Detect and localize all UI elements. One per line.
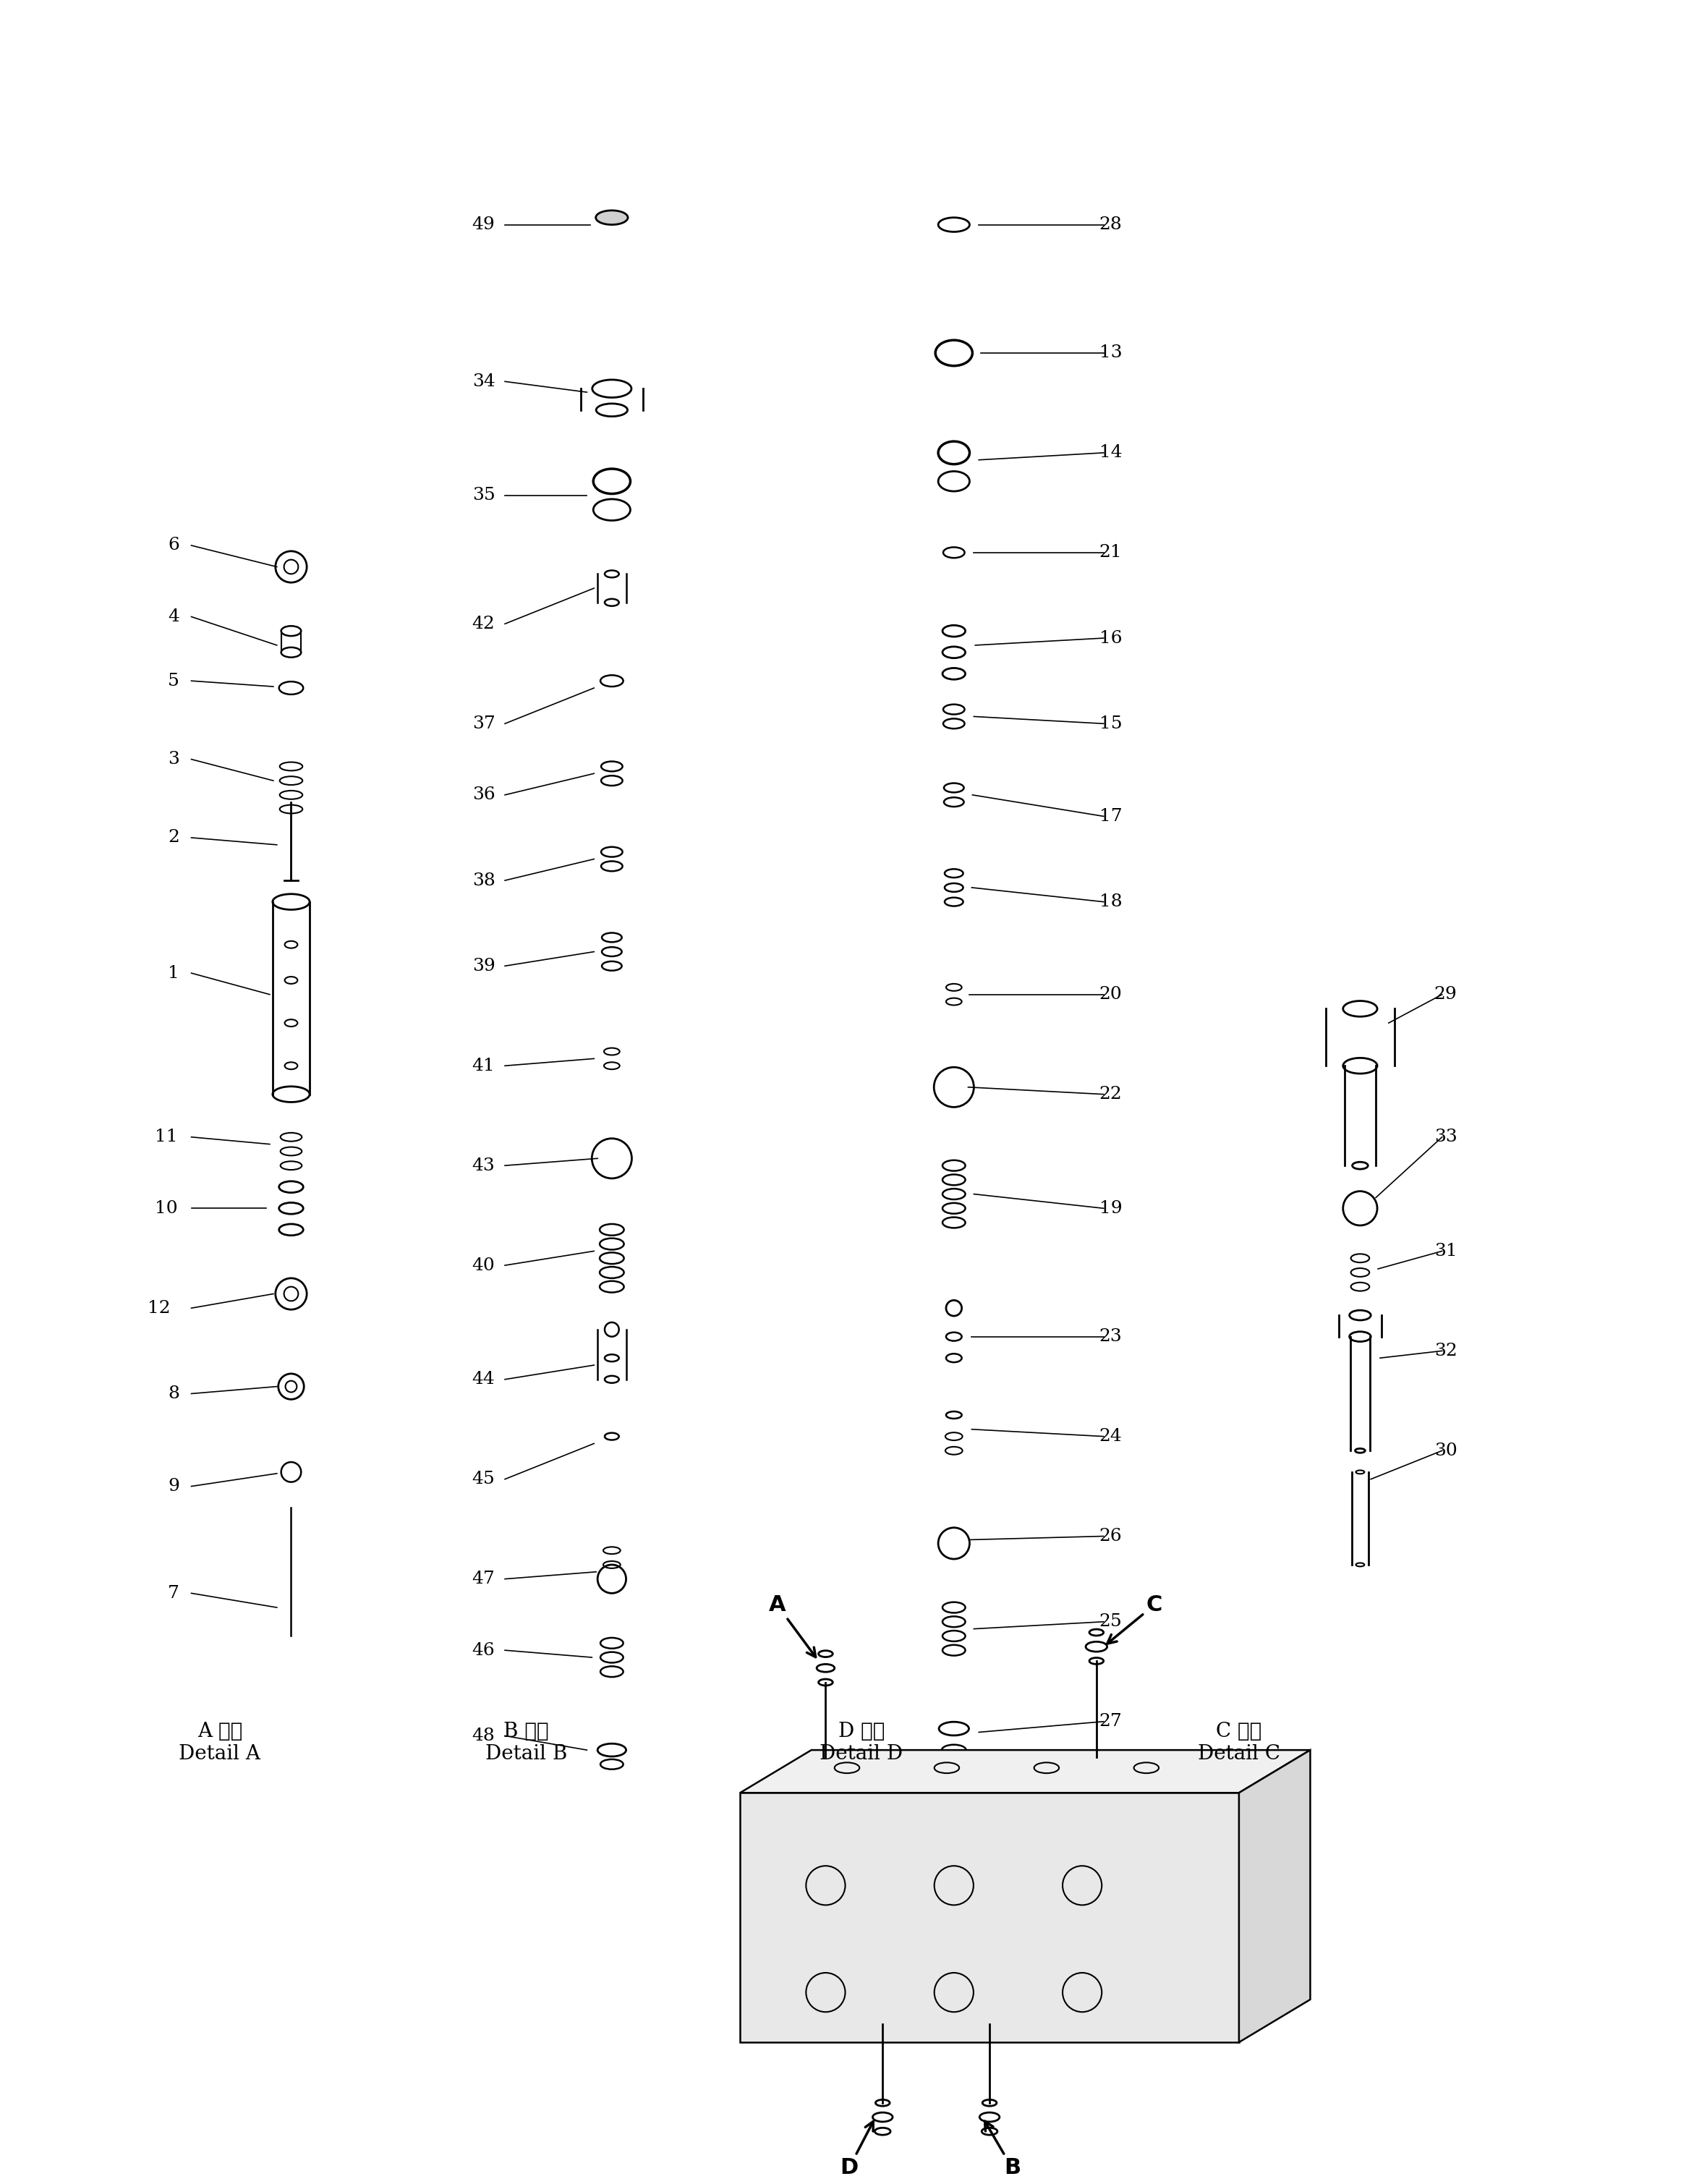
Polygon shape	[740, 1749, 1309, 1793]
Text: 47: 47	[473, 1570, 495, 1588]
Text: 42: 42	[473, 616, 495, 631]
Text: 16: 16	[1099, 629, 1121, 646]
Text: 15: 15	[1099, 716, 1121, 732]
Text: 13: 13	[1099, 345, 1121, 360]
Text: 23: 23	[1099, 1328, 1121, 1345]
Text: 26: 26	[1099, 1529, 1121, 1544]
Text: 27: 27	[1099, 1712, 1121, 1730]
Text: 9: 9	[168, 1479, 180, 1494]
Text: 36: 36	[473, 786, 495, 804]
Text: 14: 14	[1099, 446, 1121, 461]
Text: 8: 8	[168, 1385, 180, 1402]
Text: 31: 31	[1435, 1243, 1457, 1260]
Polygon shape	[740, 1793, 1238, 2042]
Text: 24: 24	[1099, 1428, 1121, 1446]
Text: 4: 4	[168, 609, 180, 625]
Text: 2: 2	[168, 830, 180, 845]
Text: 21: 21	[1099, 544, 1121, 561]
Text: 38: 38	[473, 871, 495, 889]
Text: 35: 35	[473, 487, 495, 505]
Text: 29: 29	[1435, 987, 1457, 1002]
Text: 10: 10	[154, 1199, 178, 1216]
Text: 20: 20	[1099, 987, 1121, 1002]
Text: 12: 12	[147, 1299, 171, 1317]
Text: A: A	[769, 1594, 815, 1658]
Ellipse shape	[596, 210, 628, 225]
Text: 43: 43	[473, 1158, 495, 1173]
Text: 39: 39	[473, 957, 495, 974]
Text: C 詳細
Detail C: C 詳細 Detail C	[1198, 1721, 1281, 1765]
Text: 49: 49	[473, 216, 495, 234]
Text: 46: 46	[473, 1642, 495, 1658]
Text: 48: 48	[473, 1728, 495, 1745]
Text: 1: 1	[168, 965, 180, 981]
Text: D: D	[840, 2121, 874, 2177]
Text: 28: 28	[1099, 216, 1121, 234]
Polygon shape	[1238, 1749, 1309, 2042]
Text: 18: 18	[1099, 893, 1121, 911]
Text: 17: 17	[1099, 808, 1121, 826]
Text: 25: 25	[1099, 1614, 1121, 1629]
Text: B: B	[984, 2121, 1020, 2177]
Text: A 詳細
Detail A: A 詳細 Detail A	[180, 1721, 261, 1765]
Text: 37: 37	[473, 716, 495, 732]
Text: D 詳細
Detail D: D 詳細 Detail D	[820, 1721, 903, 1765]
Text: B 詳細
Detail B: B 詳細 Detail B	[484, 1721, 567, 1765]
Text: 44: 44	[473, 1372, 495, 1387]
Text: 22: 22	[1099, 1085, 1121, 1103]
Text: 33: 33	[1435, 1129, 1457, 1144]
Text: 19: 19	[1099, 1199, 1121, 1216]
Text: 45: 45	[473, 1470, 495, 1487]
Text: 30: 30	[1435, 1441, 1457, 1459]
Text: 7: 7	[168, 1586, 180, 1601]
Text: 5: 5	[168, 673, 180, 690]
Text: 40: 40	[473, 1258, 495, 1273]
Text: 11: 11	[156, 1129, 178, 1144]
Text: 32: 32	[1435, 1343, 1457, 1358]
Text: 34: 34	[473, 373, 495, 389]
Text: C: C	[1108, 1594, 1162, 1645]
Text: 3: 3	[168, 751, 180, 767]
Text: 6: 6	[168, 537, 180, 555]
Text: 41: 41	[473, 1057, 495, 1075]
